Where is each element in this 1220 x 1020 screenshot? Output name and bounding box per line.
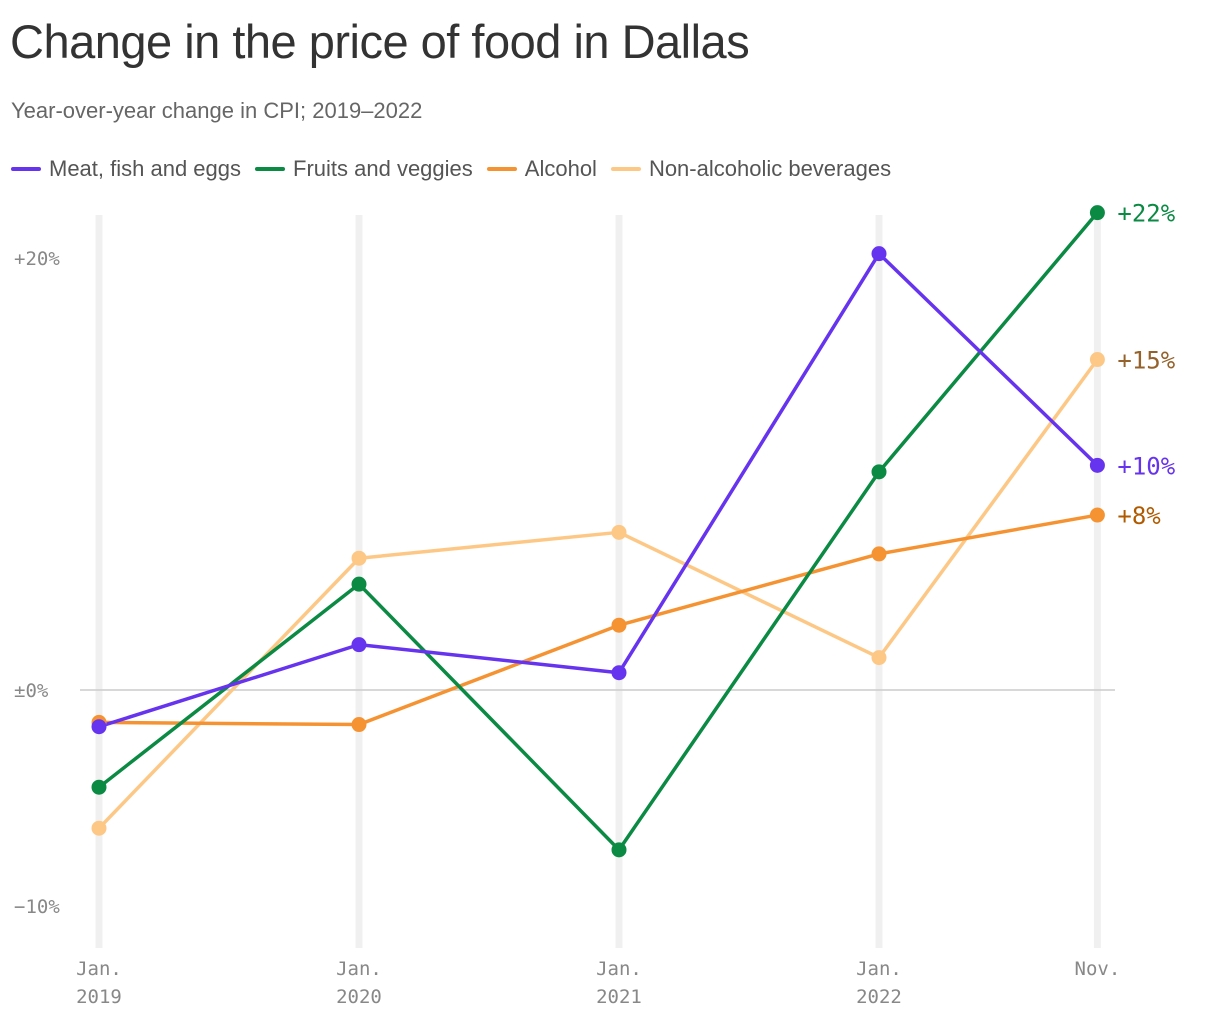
legend-item-alcohol: Alcohol (486, 156, 597, 182)
data-point (351, 576, 367, 592)
legend: Meat, fish and eggs Fruits and veggies A… (11, 155, 905, 183)
data-point (1089, 457, 1105, 473)
legend-swatch-alcohol (486, 167, 517, 171)
end-label: +15% (1117, 347, 1175, 375)
x-tick-label: Jan. (596, 958, 642, 980)
x-tick-label: 2020 (336, 986, 382, 1008)
end-label: +8% (1117, 502, 1161, 530)
data-point (91, 820, 107, 836)
y-tick-label: ±0% (14, 680, 49, 702)
x-tick-label: Jan. (336, 958, 382, 980)
legend-swatch-fruits (255, 167, 286, 171)
x-tick-label: 2022 (856, 986, 902, 1008)
data-point (871, 246, 887, 262)
data-point (91, 719, 107, 735)
data-point (1089, 507, 1105, 523)
legend-label-alcohol: Alcohol (524, 156, 597, 181)
y-tick-label: +20% (14, 248, 60, 270)
legend-item-beverages: Non-alcoholic beverages (610, 156, 892, 182)
series-line-3 (97, 357, 1100, 830)
series-line-1 (97, 210, 1100, 852)
x-tick-label: Nov. (1075, 958, 1121, 980)
legend-swatch-meat (11, 167, 41, 171)
chart-title: Change in the price of food in Dallas (10, 15, 750, 68)
end-label: +10% (1117, 452, 1175, 480)
data-point (611, 842, 627, 858)
data-point (611, 665, 627, 681)
data-point (91, 779, 107, 795)
x-tick-label: 2021 (596, 986, 642, 1008)
data-point (351, 550, 367, 566)
data-point (1089, 205, 1105, 221)
data-point (351, 637, 367, 653)
end-label: +22% (1117, 200, 1175, 228)
legend-label-beverages: Non-alcoholic beverages (648, 156, 892, 181)
x-tick-label: Jan. (856, 958, 902, 980)
data-point (871, 546, 887, 562)
data-point (871, 464, 887, 480)
x-tick-label: 2019 (76, 986, 122, 1008)
series-line-0 (97, 251, 1100, 729)
legend-swatch-beverages (610, 167, 641, 171)
data-point (611, 617, 627, 633)
y-tick-label: −10% (14, 896, 60, 918)
legend-item-fruits: Fruits and veggies (255, 156, 473, 182)
legend-label-meat: Meat, fish and eggs (49, 156, 242, 181)
data-point (1089, 352, 1105, 368)
chart-subtitle: Year-over-year change in CPI; 2019–2022 (11, 98, 423, 123)
data-point (351, 717, 367, 733)
data-point (871, 650, 887, 666)
legend-label-fruits: Fruits and veggies (293, 156, 473, 181)
x-tick-label: Jan. (76, 958, 122, 980)
legend-item-meat: Meat, fish and eggs (11, 156, 241, 182)
data-point (611, 524, 627, 540)
series-line-2 (97, 513, 1100, 727)
